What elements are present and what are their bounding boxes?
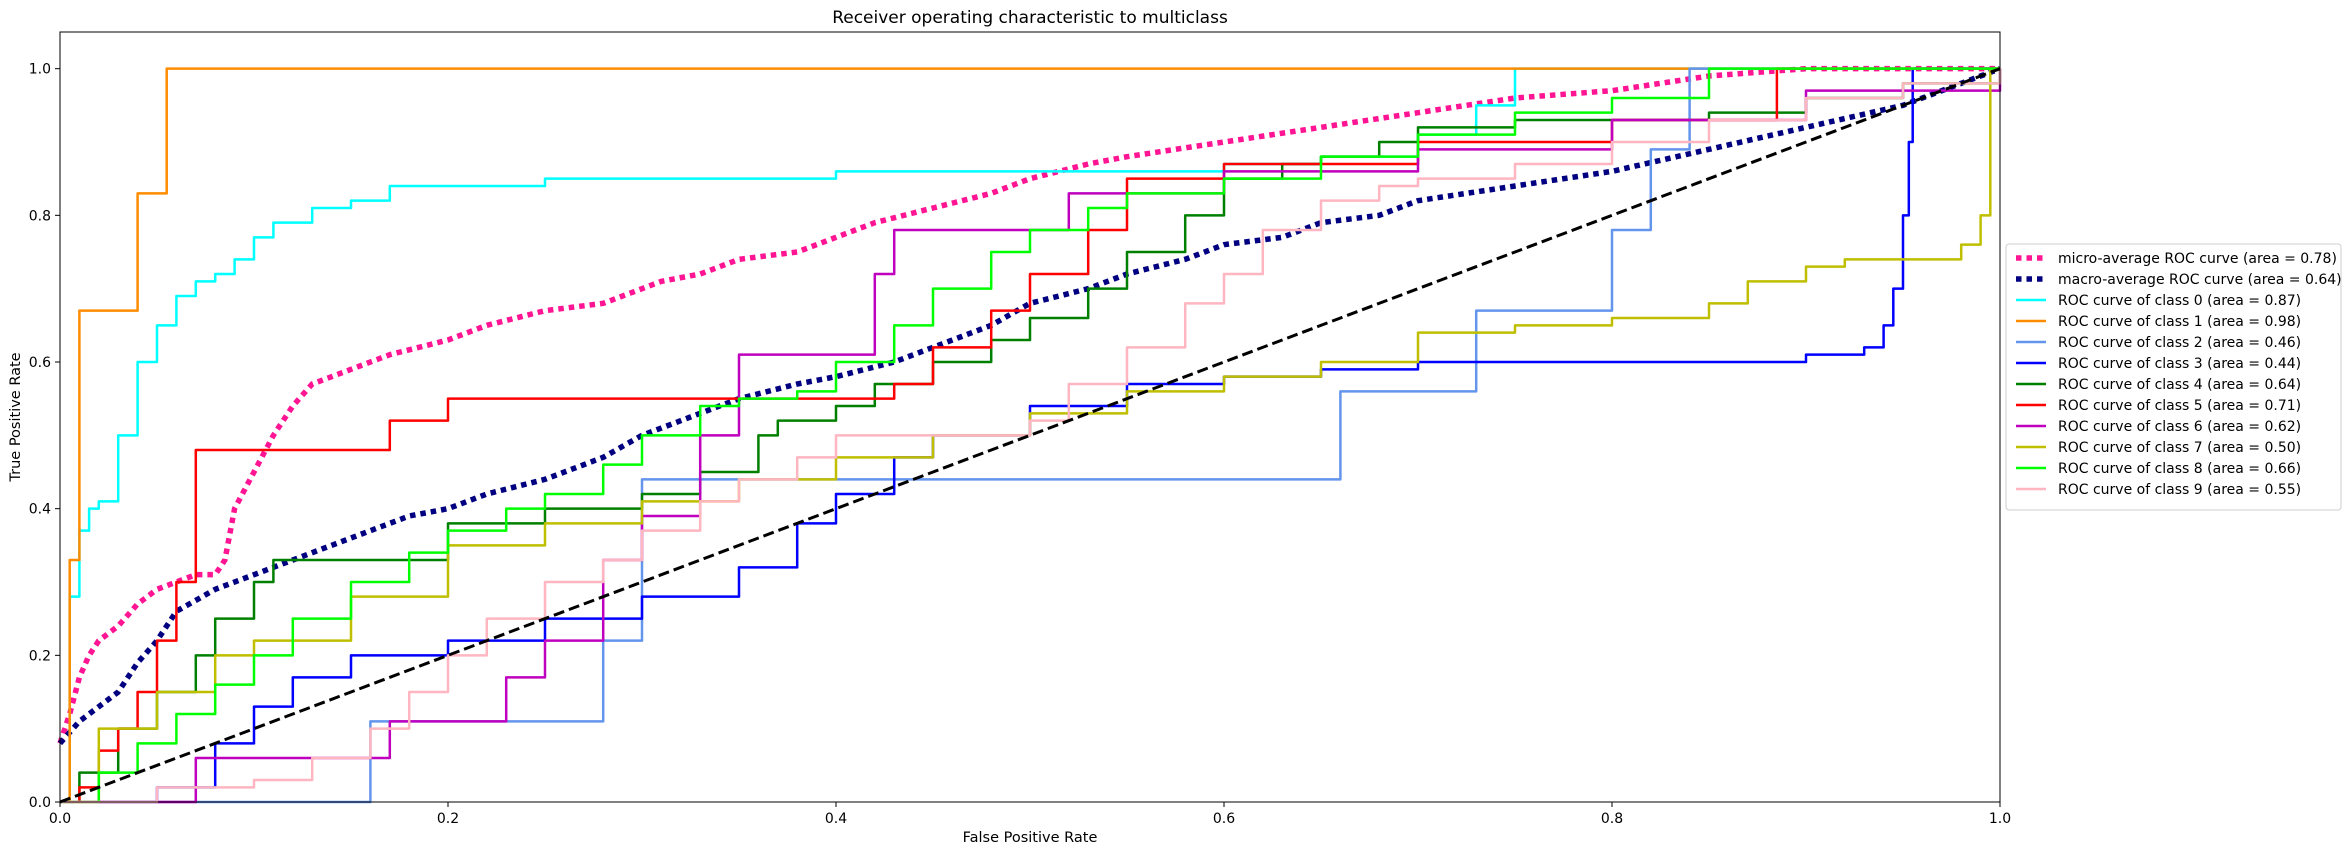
legend-entry-label: ROC curve of class 1 (area = 0.98): [2058, 314, 2301, 330]
y-axis: 0.0 0.2 0.4 0.6 0.8 1.0: [29, 62, 60, 811]
legend-entry-label: ROC curve of class 5 (area = 0.71): [2058, 398, 2301, 414]
legend-entry-label: macro-average ROC curve (area = 0.64): [2058, 272, 2342, 288]
y-tick-label: 0.2: [29, 648, 51, 664]
legend-box: [2005, 243, 2342, 511]
roc-series-line-10: [60, 67, 2000, 804]
x-tick-label: 0.2: [437, 811, 459, 827]
legend-entry-label: ROC curve of class 0 (area = 0.87): [2058, 293, 2301, 309]
chart-title: Receiver operating characteristic to mul…: [832, 8, 1228, 28]
legend: micro-average ROC curve (area = 0.78) mac…: [2005, 243, 2342, 511]
x-tick-label: 0.8: [1601, 811, 1623, 827]
y-axis-label: True Positive Rate: [8, 352, 24, 482]
chance-diagonal-line: [59, 67, 2001, 804]
legend-entry-label: ROC curve of class 4 (area = 0.64): [2058, 377, 2301, 393]
x-axis: 0.0 0.2 0.4 0.6 0.8 1.0: [49, 802, 2011, 827]
roc-series-line-9: [60, 67, 2000, 804]
legend-entry-label: ROC curve of class 2 (area = 0.46): [2058, 335, 2301, 351]
x-tick-label: 0.4: [825, 811, 847, 827]
legend-entry-label: ROC curve of class 9 (area = 0.55): [2058, 482, 2301, 498]
plot-frame: [59, 31, 2001, 803]
roc-series-line-1: [57, 66, 2001, 746]
legend-entry-label: ROC curve of class 6 (area = 0.62): [2058, 419, 2301, 435]
legend-entry-label: ROC curve of class 8 (area = 0.66): [2058, 461, 2301, 477]
y-tick-label: 0.4: [29, 502, 51, 518]
y-tick-label: 1.0: [29, 62, 51, 78]
y-tick-label: 0.8: [29, 208, 51, 224]
roc-series-line-3: [60, 67, 2000, 804]
plot-area: [57, 31, 2002, 804]
x-axis-label: False Positive Rate: [963, 830, 1098, 846]
x-tick-label: 1.0: [1989, 811, 2011, 827]
legend-entry-label: micro-average ROC curve (area = 0.78): [2058, 251, 2337, 267]
roc-series-line-11: [60, 68, 2002, 804]
roc-series-line-4: [60, 67, 2000, 804]
legend-entry-label: ROC curve of class 7 (area = 0.50): [2058, 440, 2301, 456]
roc-curves: [57, 65, 2002, 804]
legend-entry-label: ROC curve of class 3 (area = 0.44): [2058, 356, 2301, 372]
x-tick-label: 0.0: [49, 811, 71, 827]
y-tick-label: 0.0: [29, 795, 51, 811]
y-tick-label: 0.6: [29, 355, 51, 371]
x-tick-label: 0.6: [1213, 811, 1235, 827]
